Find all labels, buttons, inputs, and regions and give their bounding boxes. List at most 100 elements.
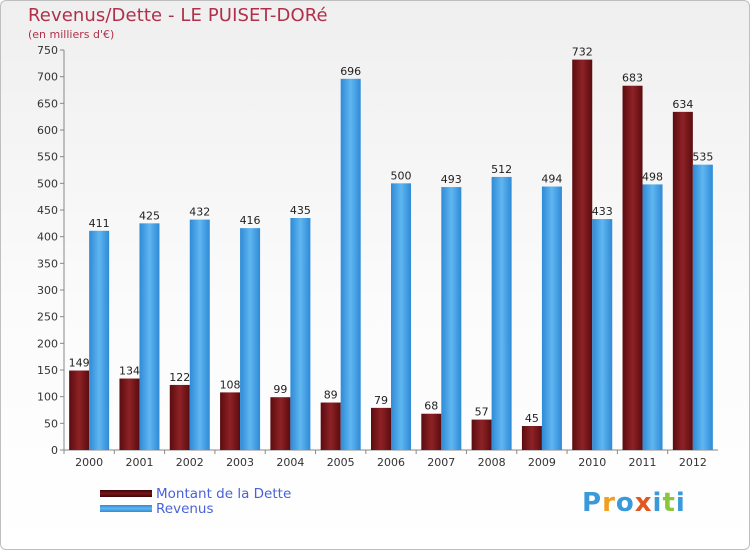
value-label-revenue: 411 (89, 217, 110, 230)
bar-revenue (592, 219, 613, 450)
x-tick-label: 2005 (327, 456, 355, 469)
y-tick-label: 500 (37, 177, 58, 190)
proxiti-logo: Proxiti (582, 488, 686, 518)
bar-debt (622, 85, 643, 450)
value-label-debt: 99 (273, 383, 287, 396)
chart-bars (69, 59, 713, 451)
value-label-debt: 45 (525, 412, 539, 425)
bar-debt (521, 426, 542, 450)
value-label-revenue: 535 (692, 151, 713, 164)
logo-letter: i (675, 488, 686, 518)
bar-revenue (441, 187, 462, 451)
x-tick-label: 2007 (427, 456, 455, 469)
logo-letter: o (615, 488, 635, 518)
bar-debt (169, 384, 190, 450)
y-tick-label: 650 (37, 97, 58, 110)
bar-debt (371, 407, 391, 450)
y-tick-label: 450 (37, 204, 58, 217)
chart-labels: 149 411 134 425 122 432 108 416 99 435 89 696 79 500 6… (69, 46, 714, 425)
value-label-revenue: 433 (592, 205, 613, 218)
value-label-debt: 79 (374, 394, 388, 407)
x-tick-label: 2003 (226, 456, 254, 469)
value-label-revenue: 432 (189, 206, 210, 219)
y-tick-label: 700 (37, 71, 58, 84)
legend-item-revenue: Revenus (100, 500, 291, 517)
x-tick-label: 2012 (679, 456, 707, 469)
value-label-revenue: 416 (240, 214, 261, 227)
value-label-revenue: 493 (441, 173, 462, 186)
bar-debt (421, 413, 442, 450)
x-tick-label: 2009 (528, 456, 556, 469)
legend-label-revenue: Revenus (156, 500, 214, 517)
x-tick-label: 2002 (176, 456, 204, 469)
y-tick-label: 100 (37, 391, 58, 404)
bar-debt (320, 402, 341, 450)
value-label-revenue: 500 (391, 169, 412, 182)
bar-debt (119, 378, 140, 450)
x-tick-label: 2004 (276, 456, 304, 469)
bar-revenue (340, 78, 361, 451)
value-label-debt: 57 (475, 406, 489, 419)
bar-revenue (240, 228, 261, 450)
value-label-debt: 634 (672, 98, 693, 111)
bar-revenue (541, 186, 562, 451)
y-tick-label: 250 (37, 311, 58, 324)
logo-letter: r (602, 488, 616, 518)
bar-revenue (290, 218, 311, 450)
bar-revenue (139, 223, 160, 450)
value-label-debt: 683 (622, 72, 643, 85)
bar-debt (471, 419, 492, 450)
bar-revenue (189, 219, 210, 450)
x-tick-label: 2011 (629, 456, 657, 469)
bar-revenue (491, 176, 512, 450)
y-tick-label: 50 (44, 417, 58, 430)
value-label-revenue: 425 (139, 209, 160, 222)
x-tick-label: 2010 (578, 456, 606, 469)
value-label-revenue: 498 (642, 170, 663, 183)
x-tick-label: 2001 (125, 456, 153, 469)
legend-item-debt: Montant de la Dette (100, 485, 292, 502)
x-tick-label: 2006 (377, 456, 405, 469)
logo-letter: t (662, 488, 676, 518)
chart-subtitle: (en milliers d'€) (28, 28, 115, 41)
y-tick-label: 750 (37, 44, 58, 57)
bar-revenue (391, 183, 411, 451)
bar-revenue (642, 184, 663, 450)
value-label-revenue: 435 (290, 204, 311, 217)
logo-letter: P (582, 488, 603, 518)
value-label-debt: 89 (324, 389, 338, 402)
y-tick-label: 350 (37, 257, 58, 270)
logo-letter: x (634, 488, 653, 518)
y-tick-label: 200 (37, 337, 58, 350)
y-tick-label: 300 (37, 284, 58, 297)
value-label-revenue: 696 (340, 65, 361, 78)
bar-debt (270, 397, 291, 450)
value-label-debt: 108 (220, 378, 241, 391)
y-tick-label: 400 (37, 231, 58, 244)
bar-debt (672, 111, 693, 450)
legend-swatch-debt (100, 490, 152, 497)
legend-swatch-revenue (100, 505, 152, 512)
value-label-debt: 134 (119, 365, 140, 378)
value-label-debt: 149 (69, 357, 90, 370)
value-label-revenue: 512 (491, 163, 512, 176)
y-tick-label: 600 (37, 124, 58, 137)
bar-debt (69, 370, 90, 450)
x-tick-label: 2008 (478, 456, 506, 469)
value-label-debt: 122 (169, 371, 190, 384)
bar-debt (220, 392, 241, 450)
x-tick-label: 2000 (75, 456, 103, 469)
logo-letter: i (652, 488, 663, 518)
chart-legend: Montant de la Dette Revenus (100, 485, 292, 517)
legend-label-debt: Montant de la Dette (156, 485, 292, 502)
chart-axes: 0 50 100 150 200 250 300 350 400 450 500 550 600 650 7… (37, 44, 718, 469)
chart-title: Revenus/Dette - LE PUISET-DORé (28, 5, 328, 26)
value-label-revenue: 494 (541, 173, 562, 186)
y-tick-label: 0 (51, 444, 58, 457)
value-label-debt: 732 (572, 46, 593, 59)
bar-debt (572, 59, 593, 450)
y-tick-label: 550 (37, 151, 58, 164)
value-label-debt: 68 (424, 400, 438, 413)
y-tick-label: 150 (37, 364, 58, 377)
